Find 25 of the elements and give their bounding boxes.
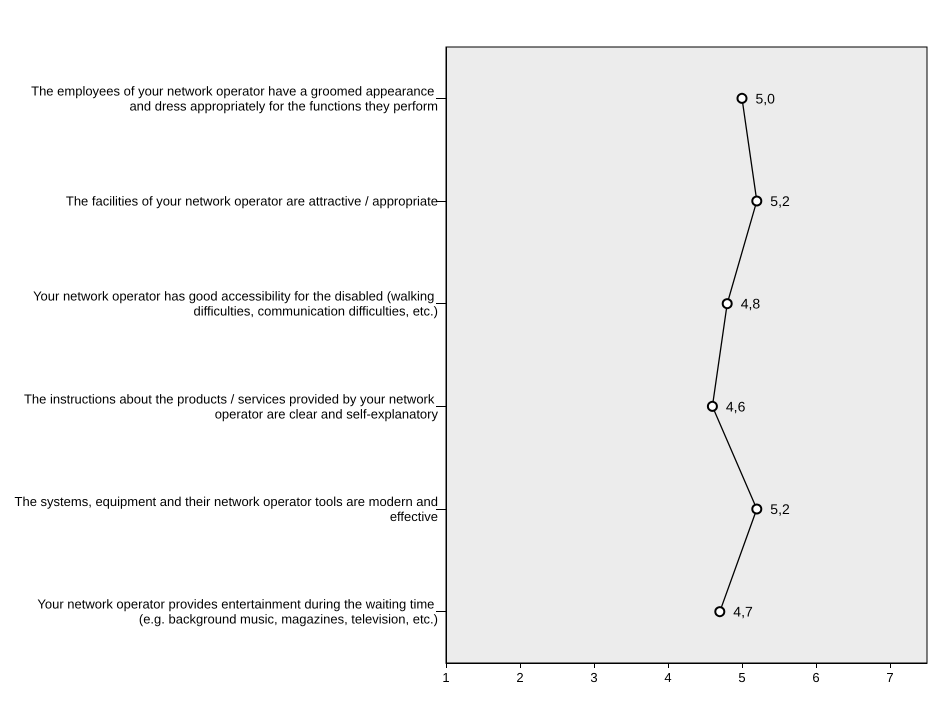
point: [722, 298, 733, 310]
data-label: 4,6: [726, 398, 746, 414]
x-tick-label: 4: [664, 670, 672, 685]
data-label: 5,2: [770, 501, 790, 517]
x-tick-label: 5: [738, 670, 746, 685]
x-tick-label: 7: [886, 670, 894, 685]
data-label: 5,2: [770, 193, 790, 209]
x-tick-label: 1: [442, 670, 450, 685]
x-tick-label: 6: [812, 670, 820, 685]
y-tick-label: Your network operator provides entertainment during the waiting time (e.g. background music, magazines, television, etc.): [37, 596, 438, 627]
x-tick-label: 2: [516, 670, 524, 685]
point: [751, 504, 762, 514]
y-tick-label: The systems, equipment and their network operator tools are modern and effective: [14, 494, 438, 524]
point: [706, 400, 718, 412]
y-tick-label: The instructions about the products / services provided by your network operator are clear and self-explanatory: [24, 391, 438, 422]
point: [714, 606, 726, 618]
data-label: 4,7: [733, 604, 753, 620]
y-tick-label: The employees of your network operator have a groomed appearance and dress appropriately for the functions they perform: [31, 83, 438, 114]
x-tick-label: 3: [590, 670, 598, 685]
y-tick-label: The facilities of your network operator are attractive / appropriate: [66, 194, 438, 208]
y-tick-label: Your network operator has good accessibility for the disabled (walking difficulties, communication difficulties, etc.): [33, 288, 438, 319]
data-label: 4,8: [740, 296, 760, 312]
point: [736, 92, 748, 104]
data-label: 5,0: [756, 90, 776, 106]
point: [751, 196, 762, 206]
